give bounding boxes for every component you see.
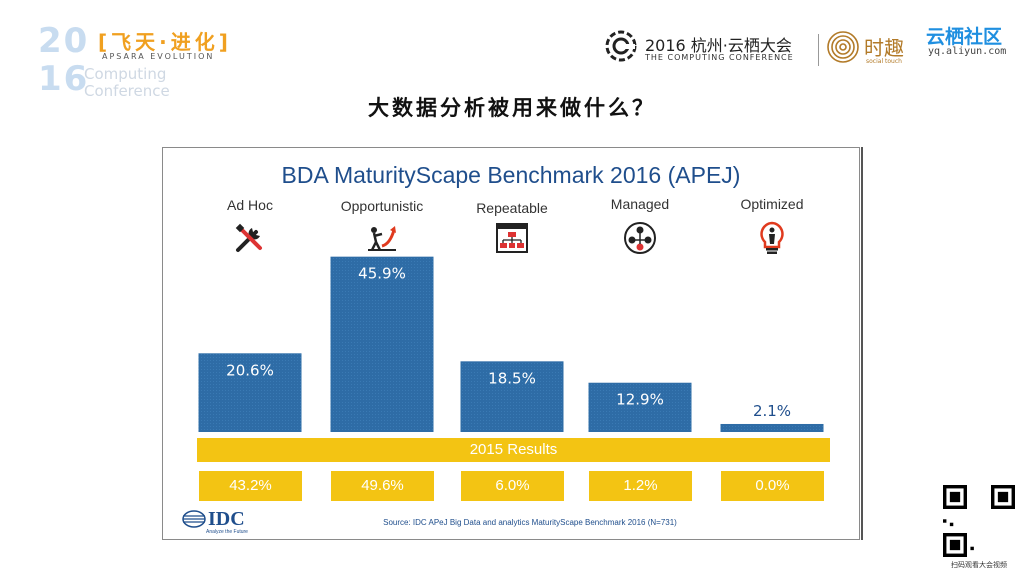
category-label: Opportunistic [340, 198, 424, 214]
previous-result-box [199, 471, 302, 501]
previous-result-value: 43.2% [229, 477, 272, 494]
qr-caption: 扫码观看大会视频 [951, 561, 1007, 569]
network-people-icon [624, 222, 656, 254]
logo-slogan: [飞天·进化] [98, 30, 232, 54]
idc-logo-text: IDC [208, 508, 245, 530]
shiqu-logo: 时趣 social touch [826, 30, 916, 68]
yunqi-title: 云栖社区 [926, 26, 1003, 48]
flowchart-icon [496, 223, 528, 253]
conference-mark-icon [605, 30, 637, 62]
previous-result-value: 0.0% [755, 477, 790, 494]
climber-icon [368, 226, 396, 251]
logo-divider [818, 34, 819, 66]
bar-optimized [720, 423, 824, 432]
category-label: Ad Hoc [227, 197, 273, 213]
shiqu-ring-icon [827, 31, 859, 63]
bar-value-label: 18.5% [488, 369, 536, 387]
bar-value-label: 20.6% [226, 361, 274, 379]
previous-result-value: 49.6% [361, 477, 404, 494]
chart-frame-shadow [861, 147, 863, 540]
bar-repeatable [460, 361, 564, 432]
previous-result-value: 6.0% [495, 477, 530, 494]
bar-series: 20.6% 45.9% 18.5% 12.9% 2.1% [198, 256, 824, 432]
qr-code[interactable] [943, 485, 1015, 557]
bar-opportunistic [330, 256, 434, 432]
conference-subtitle: THE COMPUTING CONFERENCE [645, 53, 794, 62]
logo-year-top: 20 [38, 21, 90, 61]
previous-result-value: 1.2% [623, 477, 658, 494]
conference-logo: 2016 杭州·云栖大会 THE COMPUTING CONFERENCE [605, 30, 815, 68]
previous-result-box [331, 471, 434, 501]
category-label: Repeatable [476, 200, 548, 216]
logo-evolution-text: APSARA EVOLUTION [102, 52, 215, 61]
idc-logo-subtext: Analyze the Future [206, 529, 248, 535]
previous-result-box [721, 471, 824, 501]
logo-computing-text: Computing Conference [84, 65, 170, 100]
previous-result-box [461, 471, 564, 501]
idc-globe-icon [182, 510, 206, 528]
bar-chart: 20.6% 45.9% 18.5% 12.9% 2.1% [198, 256, 824, 432]
yunqi-url: yq.aliyun.com [928, 46, 1007, 57]
tools-icon [235, 223, 262, 252]
idc-logo: IDC Analyze the Future [182, 508, 272, 538]
bar-managed [588, 382, 692, 432]
category-label: Optimized [740, 196, 804, 212]
bar-ad-hoc [198, 353, 302, 432]
bar-value-label: 2.1% [753, 402, 791, 420]
event-logo: 20 16 [飞天·进化] APSARA EVOLUTION Computing… [38, 21, 228, 104]
logo-year-bottom: 16 [38, 59, 90, 99]
yunqi-community-logo: 云栖社区 yq.aliyun.com [926, 22, 1020, 62]
shiqu-subtext: social touch [866, 58, 902, 65]
slide-heading: 大数据分析被用来做什么？ [368, 96, 656, 120]
shiqu-text: 时趣 [864, 36, 904, 60]
bar-value-label: 12.9% [616, 391, 664, 409]
previous-result-box [589, 471, 692, 501]
source-note: Source: IDC APeJ Big Data and analytics … [383, 518, 677, 527]
chart-title: BDA MaturityScape Benchmark 2016 (APEJ) [281, 162, 741, 188]
lightbulb-person-icon [760, 221, 784, 254]
conference-title: 2016 杭州·云栖大会 [645, 36, 792, 55]
bar-value-label: 45.9% [358, 265, 406, 283]
category-label: Managed [610, 196, 670, 212]
previous-results-label: 2015 Results [469, 441, 558, 458]
previous-results-band [197, 438, 830, 462]
